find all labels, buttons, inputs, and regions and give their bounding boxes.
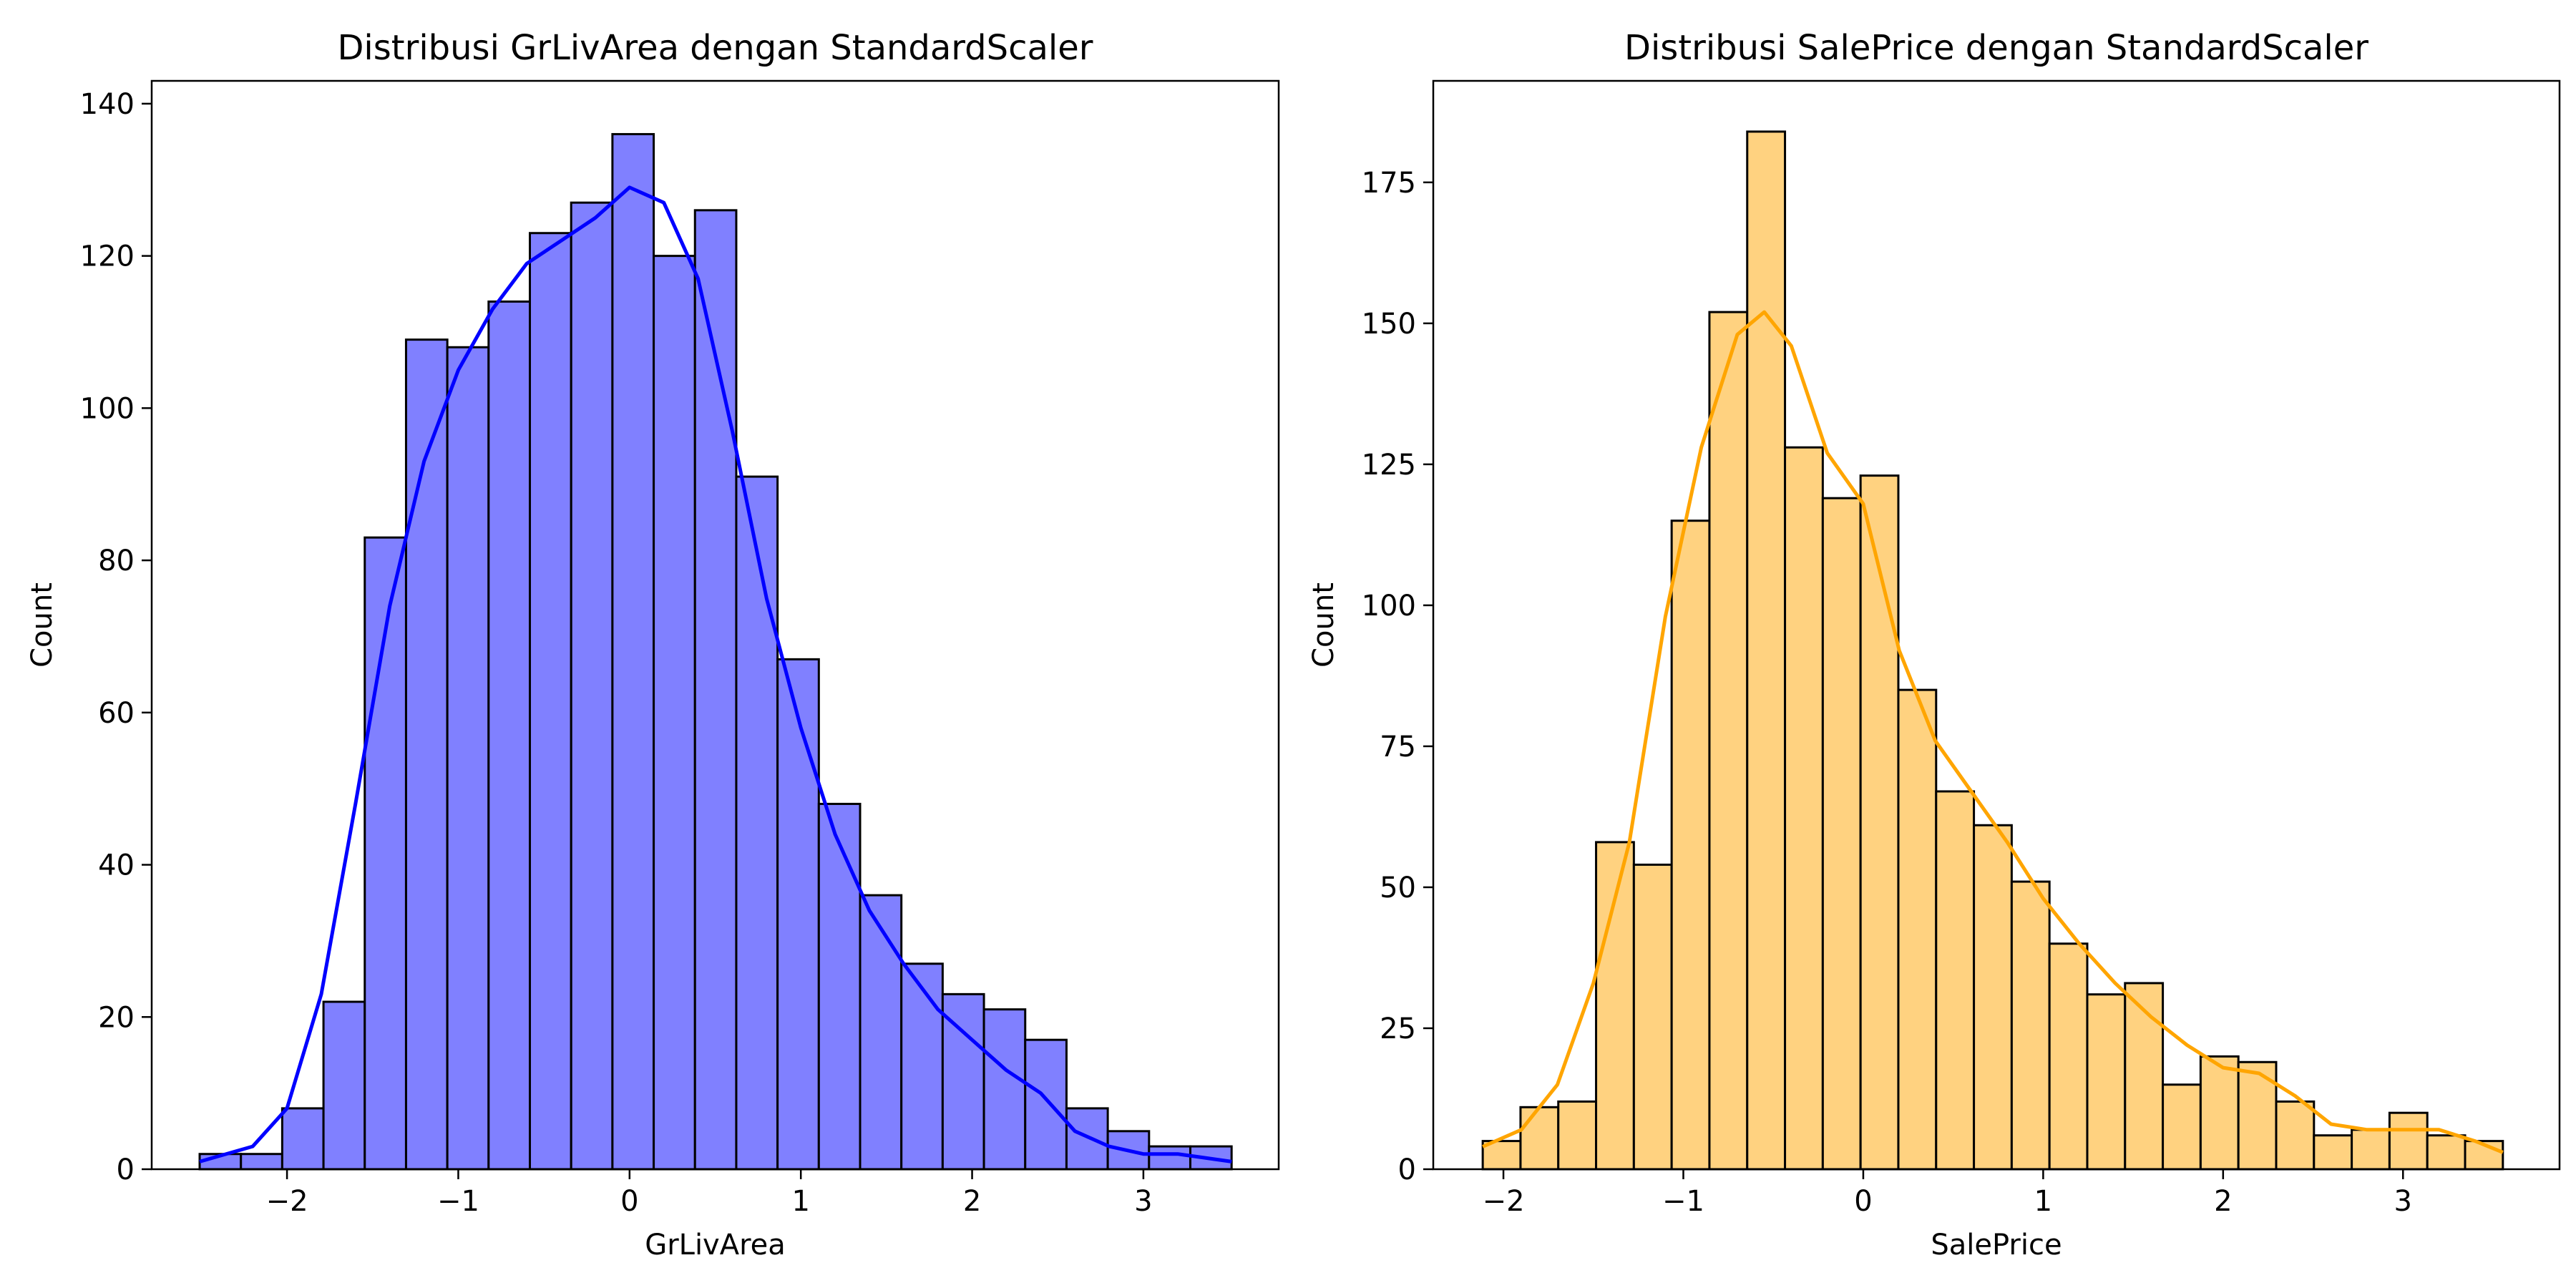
y-tick-label: 100 — [1362, 590, 1416, 623]
y-tick-label: 40 — [98, 849, 135, 882]
y-tick-label: 0 — [117, 1153, 135, 1186]
x-tick-label: −1 — [437, 1185, 479, 1218]
histogram-bar — [240, 1153, 283, 1171]
histogram-bar — [2351, 1128, 2391, 1171]
y-tick-label: 75 — [1380, 731, 1416, 763]
x-tick-label: 2 — [963, 1185, 981, 1218]
histogram-bar — [1746, 130, 1787, 1171]
histogram-bar — [487, 300, 532, 1171]
chart-title: Distribusi GrLivArea dengan StandardScal… — [337, 28, 1093, 68]
x-tick-label: −1 — [1662, 1185, 1704, 1218]
histogram-bar — [1708, 311, 1749, 1171]
x-tick-label: 1 — [2034, 1185, 2052, 1218]
y-axis-label: Count — [26, 582, 59, 668]
histogram-bar — [1784, 446, 1824, 1171]
histogram-bar — [2086, 993, 2127, 1171]
histogram-bar — [611, 132, 655, 1171]
chart-panel-1: −2 −1 0 1 2 3 0 20 40 60 80 100 120 140 Distribusi GrL… — [26, 28, 1280, 1262]
y-tick-label: 120 — [80, 240, 135, 273]
histogram-bar — [859, 894, 903, 1171]
x-tick-label: 0 — [1854, 1185, 1872, 1218]
x-tick-label: −2 — [266, 1185, 308, 1218]
y-tick-label: 80 — [98, 545, 135, 577]
histogram-bar — [2237, 1060, 2278, 1171]
y-tick-label: 100 — [80, 392, 135, 425]
histogram-bar — [2048, 942, 2089, 1171]
x-tick-label: 2 — [2214, 1185, 2232, 1218]
x-axis-label: SalePrice — [1931, 1229, 2062, 1262]
histogram-bar — [2010, 880, 2051, 1171]
histogram-bar — [1897, 688, 1938, 1171]
histogram-bar — [653, 255, 696, 1171]
x-tick-label: 3 — [1134, 1185, 1152, 1218]
histogram-bar — [2313, 1134, 2353, 1171]
x-tick-label: 0 — [620, 1185, 638, 1218]
histogram-bar — [1632, 863, 1673, 1171]
histogram-bar — [2275, 1100, 2316, 1171]
histogram-bar — [2388, 1111, 2429, 1171]
y-tick-label: 20 — [98, 1001, 135, 1034]
histogram-bar — [2426, 1134, 2467, 1171]
histogram-bar — [2162, 1083, 2202, 1171]
histogram-bar — [529, 232, 572, 1171]
histogram-bar — [982, 1008, 1027, 1171]
y-tick-label: 150 — [1362, 308, 1416, 341]
histogram-bar — [570, 201, 614, 1171]
histogram-bar — [1148, 1145, 1191, 1171]
histogram-bar — [1859, 474, 1900, 1171]
y-tick-label: 175 — [1362, 167, 1416, 200]
histogram-bar — [404, 338, 449, 1171]
y-tick-label: 60 — [98, 697, 135, 730]
histogram-bar — [1595, 841, 1635, 1171]
histogram-bar — [776, 658, 820, 1171]
histogram-bar — [364, 536, 407, 1171]
y-tick-label: 140 — [80, 88, 135, 121]
histogram-bar — [1821, 497, 1862, 1171]
histogram-bar — [1557, 1100, 1598, 1171]
x-tick-label: 3 — [2394, 1185, 2412, 1218]
histogram-bar — [735, 475, 779, 1171]
histogram-bar — [1519, 1106, 1560, 1171]
y-axis-label: Count — [1307, 582, 1340, 668]
x-tick-label: −2 — [1483, 1185, 1525, 1218]
histogram-bar — [817, 802, 862, 1171]
chart-panel-2: −2 −1 0 1 2 3 0 25 50 75 100 125 150 175 Distribusi Sa… — [1307, 28, 2561, 1262]
histogram-bar — [446, 346, 490, 1171]
y-tick-label: 0 — [1398, 1153, 1416, 1186]
histogram-bar — [693, 209, 738, 1171]
y-tick-label: 50 — [1380, 872, 1416, 904]
chart-title: Distribusi SalePrice dengan StandardScal… — [1624, 28, 2368, 68]
histogram-bar — [322, 1000, 366, 1171]
histogram-bar — [1065, 1107, 1109, 1171]
histogram-bar — [280, 1107, 325, 1171]
histogram-bar — [1935, 790, 1976, 1171]
x-axis-label: GrLivArea — [645, 1229, 786, 1262]
y-tick-label: 25 — [1380, 1013, 1416, 1045]
y-tick-label: 125 — [1362, 449, 1416, 482]
x-tick-label: 1 — [791, 1185, 809, 1218]
histogram-bar — [1024, 1038, 1068, 1171]
histogram-bar — [1670, 519, 1711, 1171]
histogram-bar — [1973, 824, 2013, 1171]
axes-frame — [150, 79, 1280, 1171]
histogram-bar — [900, 962, 944, 1171]
histogram-bar — [2199, 1055, 2240, 1171]
kde-line — [1482, 310, 2504, 1154]
histogram-bar — [941, 992, 985, 1171]
kde-line — [199, 185, 1232, 1163]
axes-frame — [1432, 79, 2561, 1171]
